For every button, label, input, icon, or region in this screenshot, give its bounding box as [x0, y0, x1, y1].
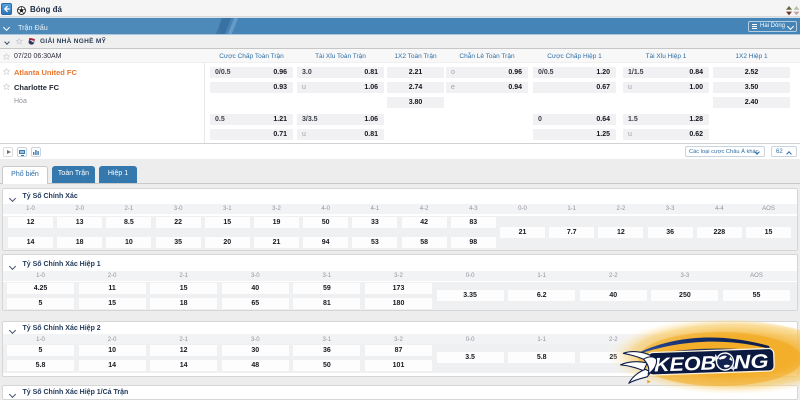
svg-text:KEOB: KEOB — [654, 352, 717, 376]
svg-text:NG: NG — [733, 350, 769, 373]
